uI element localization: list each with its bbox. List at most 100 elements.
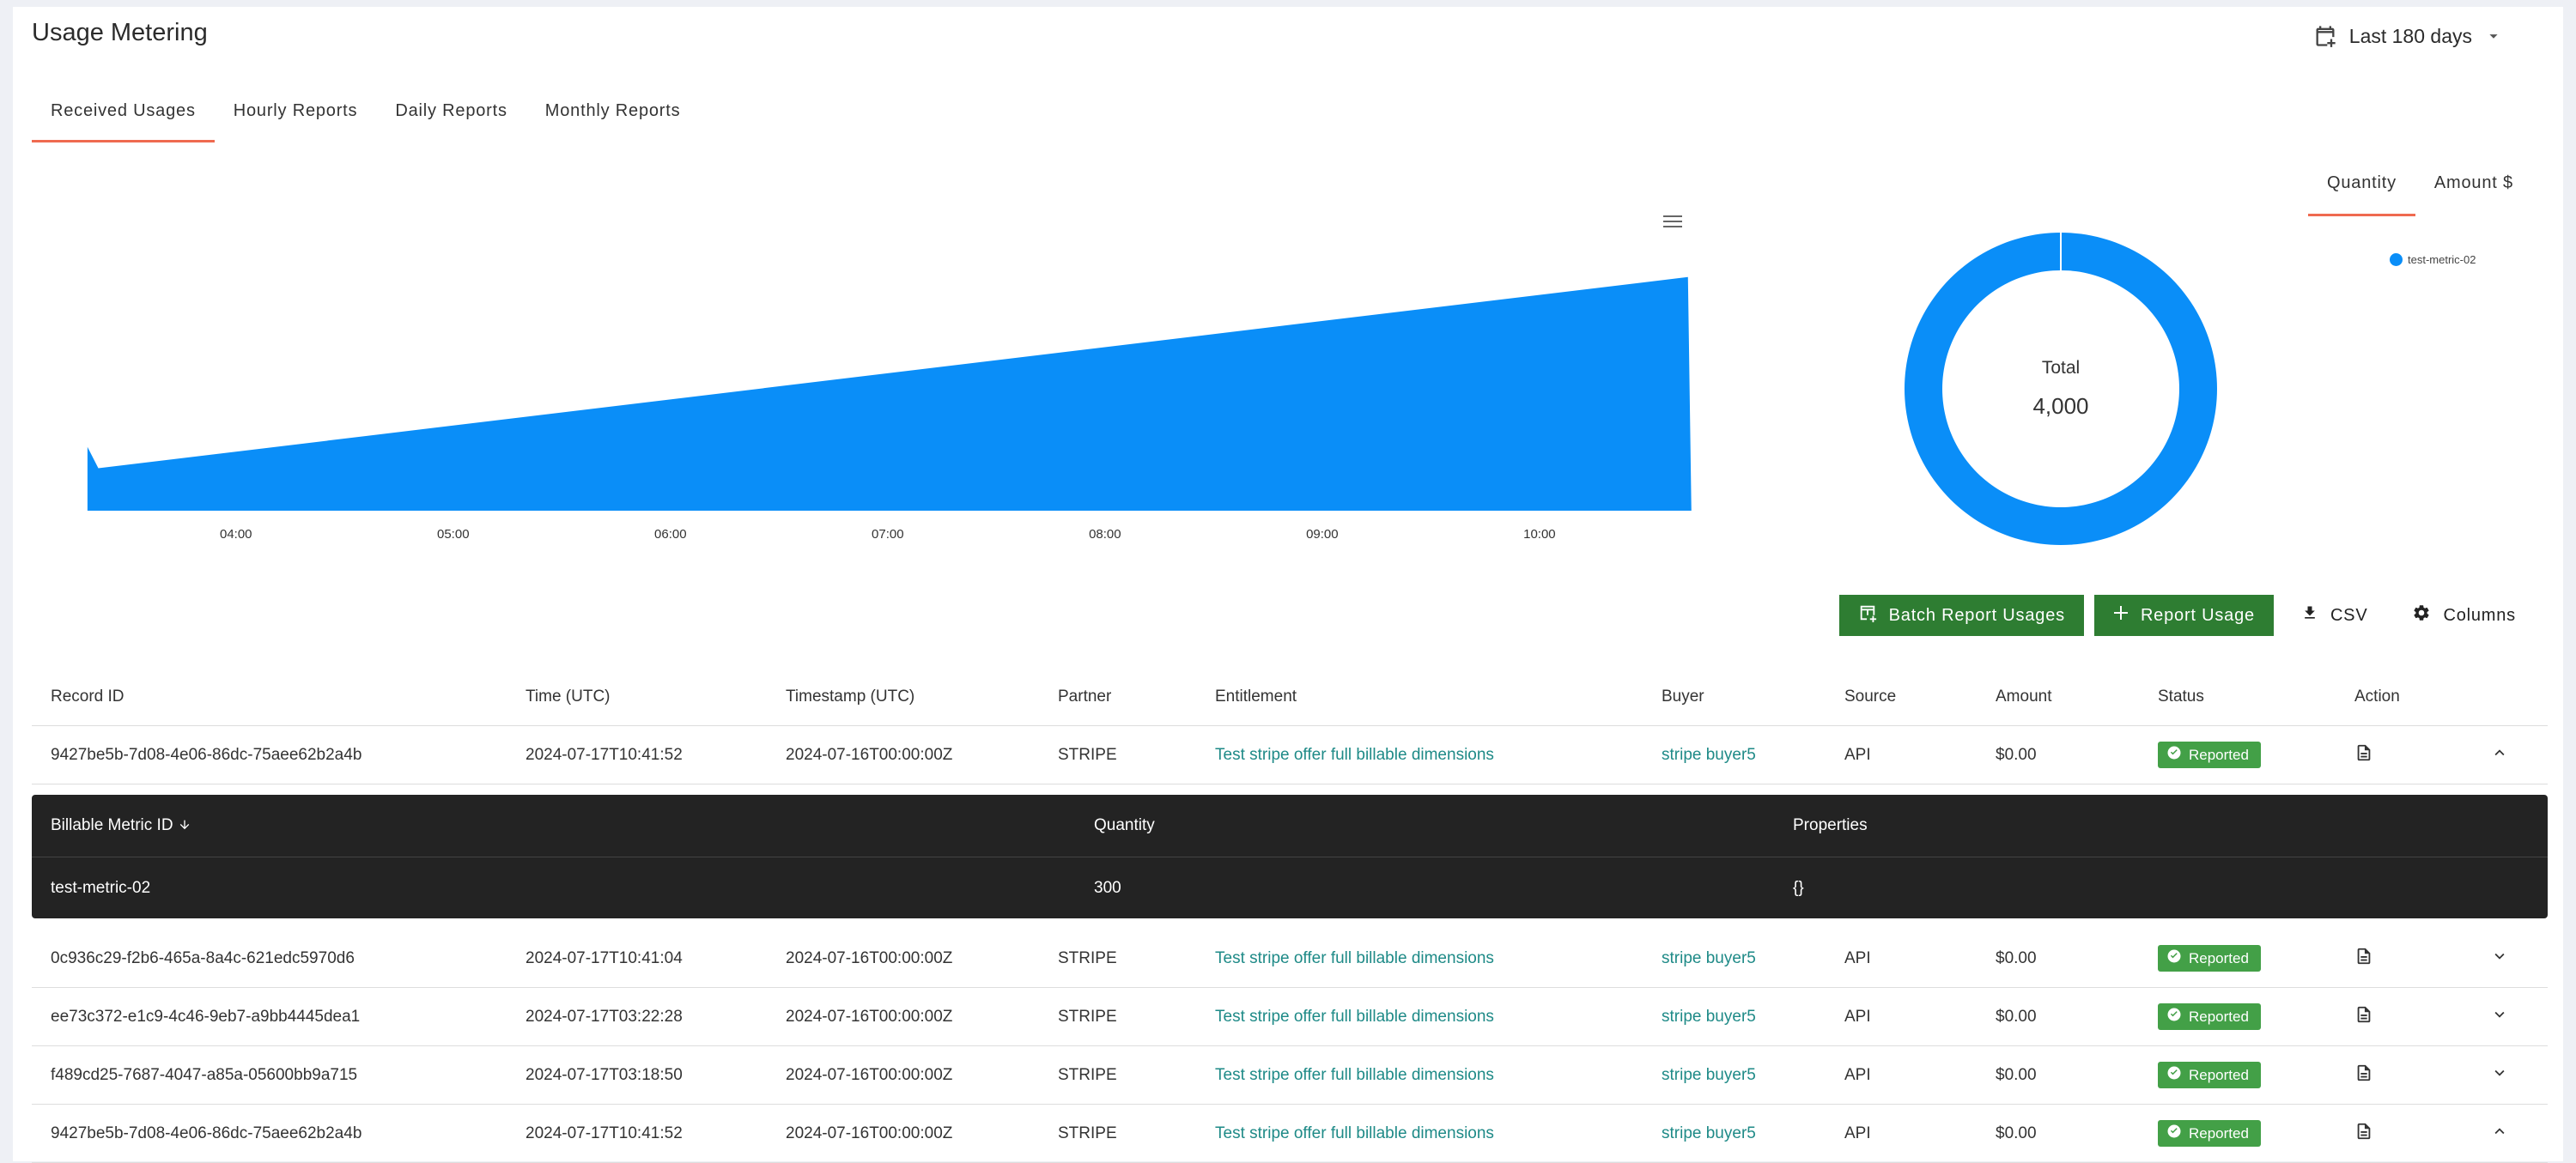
partner: STRIPE — [1058, 1007, 1117, 1026]
usage-area-series[interactable] — [87, 276, 1692, 511]
partner: STRIPE — [1058, 745, 1117, 764]
gear-icon — [2412, 603, 2431, 627]
usage-metering-page: Usage Metering Last 180 days Received Us… — [13, 7, 2563, 1163]
buyer-link[interactable]: stripe buyer5 — [1662, 948, 1756, 967]
table-row[interactable]: 9427be5b-7d08-4e06-86dc-75aee62b2a4b 202… — [32, 1105, 2548, 1163]
tab-hourly-reports[interactable]: Hourly Reports — [233, 101, 358, 120]
document-icon[interactable] — [2354, 945, 2373, 967]
table-row[interactable]: 9427be5b-7d08-4e06-86dc-75aee62b2a4b 202… — [32, 726, 2548, 784]
table-header: Record ID Time (UTC) Timestamp (UTC) Par… — [32, 668, 2548, 726]
header-time[interactable]: Time (UTC) — [526, 687, 611, 706]
x-tick-label: 05:00 — [437, 527, 470, 542]
amount: $0.00 — [1996, 1124, 2037, 1142]
status-badge: Reported — [2158, 1003, 2261, 1030]
columns-button[interactable]: Columns — [2395, 595, 2533, 636]
header-properties[interactable]: Properties — [1793, 816, 1868, 834]
source: API — [1844, 1124, 1871, 1142]
check-circle-icon — [2166, 1007, 2182, 1027]
buyer-link[interactable]: stripe buyer5 — [1662, 1007, 1756, 1026]
date-range-label: Last 180 days — [2348, 24, 2472, 47]
entitlement-link[interactable]: Test stripe offer full billable dimensio… — [1215, 1065, 1494, 1084]
record-id: 9427be5b-7d08-4e06-86dc-75aee62b2a4b — [51, 745, 362, 764]
header-buyer[interactable]: Buyer — [1662, 687, 1704, 706]
table-row[interactable]: f489cd25-7687-4047-a85a-05600bb9a715 202… — [32, 1046, 2548, 1105]
table-toolbar: Batch Report Usages Report Usage CSV Col… — [1838, 595, 2533, 636]
status-label: Reported — [2189, 1124, 2249, 1142]
header-billable-metric-id[interactable]: Billable Metric ID — [32, 816, 1075, 835]
usage-area-chart: 04:00 05:00 06:00 07:00 08:00 09:00 10:00 — [47, 204, 1765, 565]
chart-legend[interactable]: test-metric-02 — [2390, 253, 2476, 266]
report-usage-button[interactable]: Report Usage — [2093, 595, 2274, 636]
entitlement-link[interactable]: Test stripe offer full billable dimensio… — [1215, 1007, 1494, 1026]
csv-label: CSV — [2330, 605, 2368, 625]
header-quantity[interactable]: Quantity — [1094, 816, 1155, 834]
tab-daily-reports[interactable]: Daily Reports — [395, 101, 507, 120]
plus-icon — [2113, 605, 2129, 626]
buyer-link[interactable]: stripe buyer5 — [1662, 745, 1756, 764]
check-circle-icon — [2166, 1065, 2182, 1085]
download-icon — [2301, 604, 2318, 627]
status-label: Reported — [2189, 746, 2249, 763]
tab-quantity[interactable]: Quantity — [2308, 165, 2415, 216]
record-id: 0c936c29-f2b6-465a-8a4c-621edc5970d6 — [51, 948, 355, 967]
status-badge: Reported — [2158, 1062, 2261, 1088]
header-entitlement[interactable]: Entitlement — [1215, 687, 1297, 706]
buyer-link[interactable]: stripe buyer5 — [1662, 1124, 1756, 1142]
chevron-down-icon[interactable] — [2490, 1063, 2509, 1082]
document-icon[interactable] — [2354, 742, 2373, 764]
timestamp-utc: 2024-07-16T00:00:00Z — [786, 745, 953, 764]
entitlement-link[interactable]: Test stripe offer full billable dimensio… — [1215, 948, 1494, 967]
usage-donut-chart: Total 4,000 — [1893, 221, 2228, 556]
tab-monthly-reports[interactable]: Monthly Reports — [544, 101, 681, 120]
amount: $0.00 — [1996, 1065, 2037, 1084]
amount: $0.00 — [1996, 745, 2037, 764]
amount: $0.00 — [1996, 1007, 2037, 1026]
properties: {} — [1793, 878, 1804, 897]
status-label: Reported — [2189, 1008, 2249, 1025]
table-row[interactable]: ee73c372-e1c9-4c46-9eb7-a9bb4445dea1 202… — [32, 988, 2548, 1046]
batch-report-usages-label: Batch Report Usages — [1888, 605, 2065, 625]
buyer-link[interactable]: stripe buyer5 — [1662, 1065, 1756, 1084]
check-circle-icon — [2166, 745, 2182, 765]
usage-table: Record ID Time (UTC) Timestamp (UTC) Par… — [32, 668, 2548, 1163]
chevron-up-icon[interactable] — [2490, 743, 2509, 762]
table-row[interactable]: 0c936c29-f2b6-465a-8a4c-621edc5970d6 202… — [32, 930, 2548, 988]
timestamp-utc: 2024-07-16T00:00:00Z — [786, 1124, 953, 1142]
entitlement-link[interactable]: Test stripe offer full billable dimensio… — [1215, 745, 1494, 764]
donut-slice-test-metric-02[interactable] — [1904, 233, 2217, 545]
partner: STRIPE — [1058, 1124, 1117, 1142]
source: API — [1844, 948, 1871, 967]
header-partner[interactable]: Partner — [1058, 687, 1112, 706]
entitlement-link[interactable]: Test stripe offer full billable dimensio… — [1215, 1124, 1494, 1142]
source: API — [1844, 1007, 1871, 1026]
report-usage-label: Report Usage — [2140, 605, 2255, 625]
x-tick-label: 06:00 — [654, 527, 687, 542]
donut-center-value: 4,000 — [2032, 393, 2088, 419]
chart-menu-icon[interactable] — [1662, 213, 1684, 234]
metric-subtable: Billable Metric ID Quantity Properties t… — [32, 795, 2548, 918]
page-title: Usage Metering — [32, 19, 208, 46]
date-range-selector[interactable]: Last 180 days — [2313, 24, 2503, 48]
status-badge: Reported — [2158, 945, 2261, 972]
header-record-id[interactable]: Record ID — [51, 687, 125, 706]
subtable-row: test-metric-02 300 {} — [32, 857, 2548, 918]
batch-report-usages-button[interactable]: Batch Report Usages — [1838, 595, 2084, 636]
metric-id: test-metric-02 — [51, 878, 151, 897]
chevron-down-icon[interactable] — [2490, 947, 2509, 966]
header-status[interactable]: Status — [2158, 687, 2204, 706]
table-grid-icon — [1858, 603, 1877, 627]
document-icon[interactable] — [2354, 1120, 2373, 1142]
header-amount[interactable]: Amount — [1996, 687, 2052, 706]
tab-amount[interactable]: Amount $ — [2433, 173, 2513, 192]
chevron-down-icon[interactable] — [2490, 1005, 2509, 1024]
header-source[interactable]: Source — [1844, 687, 1897, 706]
chevron-up-icon[interactable] — [2490, 1122, 2509, 1141]
tab-received-usages[interactable]: Received Usages — [32, 93, 215, 142]
record-id: f489cd25-7687-4047-a85a-05600bb9a715 — [51, 1065, 358, 1084]
document-icon[interactable] — [2354, 1003, 2373, 1026]
csv-export-button[interactable]: CSV — [2284, 595, 2385, 636]
timestamp-utc: 2024-07-16T00:00:00Z — [786, 1007, 953, 1026]
timestamp-utc: 2024-07-16T00:00:00Z — [786, 1065, 953, 1084]
document-icon[interactable] — [2354, 1062, 2373, 1084]
header-timestamp[interactable]: Timestamp (UTC) — [786, 687, 915, 706]
